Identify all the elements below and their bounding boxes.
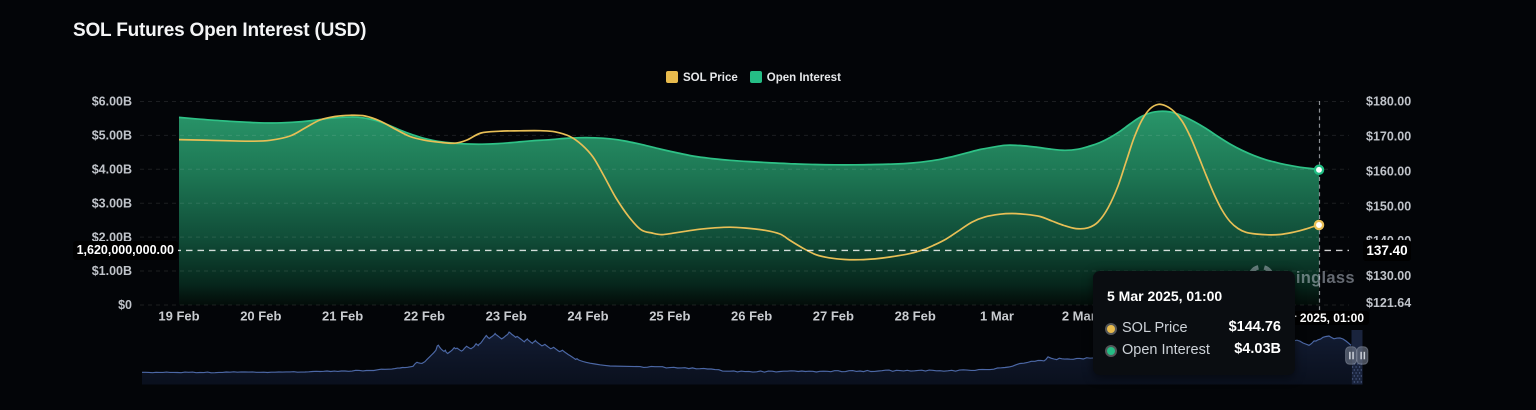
svg-text:22 Feb: 22 Feb: [404, 309, 445, 324]
svg-text:23 Feb: 23 Feb: [486, 309, 527, 324]
svg-text:$3.00B: $3.00B: [92, 196, 132, 210]
svg-text:1 Mar: 1 Mar: [980, 309, 1014, 324]
svg-text:26 Feb: 26 Feb: [731, 309, 772, 324]
svg-text:$5.00B: $5.00B: [92, 129, 132, 143]
svg-text:$180.00: $180.00: [1366, 95, 1411, 109]
svg-text:$1.00B: $1.00B: [92, 264, 132, 278]
svg-text:25 Feb: 25 Feb: [649, 309, 690, 324]
svg-text:19 Feb: 19 Feb: [158, 309, 199, 324]
svg-text:28 Feb: 28 Feb: [895, 309, 936, 324]
svg-text:$170.00: $170.00: [1366, 130, 1411, 144]
svg-text:$4.00B: $4.00B: [92, 163, 132, 177]
svg-text:27 Feb: 27 Feb: [813, 309, 854, 324]
svg-text:$130.00: $130.00: [1366, 269, 1411, 283]
svg-text:$160.00: $160.00: [1366, 165, 1411, 179]
svg-text:$150.00: $150.00: [1366, 199, 1411, 213]
svg-text:2 Mar: 2 Mar: [1062, 309, 1096, 324]
svg-text:$121.64: $121.64: [1366, 296, 1411, 310]
svg-text:20 Feb: 20 Feb: [240, 309, 281, 324]
svg-text:21 Feb: 21 Feb: [322, 309, 363, 324]
svg-text:$6.00B: $6.00B: [92, 95, 132, 109]
svg-text:24 Feb: 24 Feb: [567, 309, 608, 324]
svg-text:$0: $0: [118, 298, 132, 312]
